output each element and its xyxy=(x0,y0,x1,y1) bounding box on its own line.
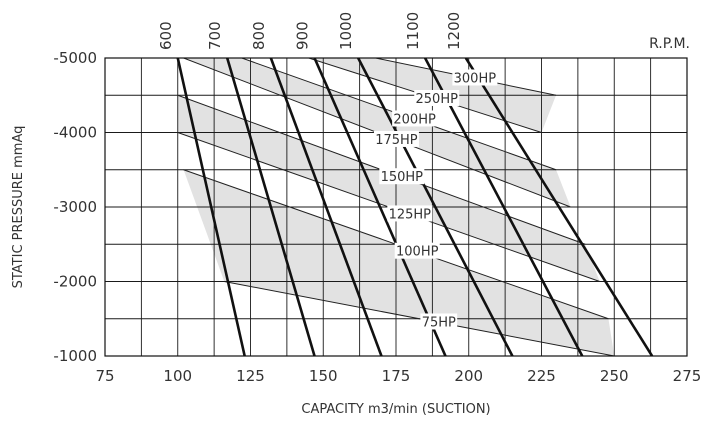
hp-label-300HP: 300HP xyxy=(454,71,497,86)
hp-label-bg xyxy=(379,168,425,185)
labels: 600 700 800 900 1000 1100 1200 75HP 100HP 125HP 15… xyxy=(53,12,701,385)
hp-label-100HP: 100HP xyxy=(396,245,439,260)
band-125HP-150HP xyxy=(177,95,600,282)
hp-label-200HP: 200HP xyxy=(393,112,436,127)
rpm-line-1100 xyxy=(423,58,584,356)
hp-label-bg xyxy=(394,242,440,259)
y-axis-title: STATIC PRESSURE mmAq xyxy=(11,126,26,289)
x-tick-label: 275 xyxy=(673,367,702,385)
x-tick-label: 200 xyxy=(454,367,483,385)
x-tick-label: 125 xyxy=(236,367,265,385)
rpm-label-600: 600 xyxy=(157,21,175,50)
rpm-line-800 xyxy=(269,58,383,356)
x-tick-label: 75 xyxy=(95,367,114,385)
hp-line-75HP xyxy=(224,281,615,356)
y-tick-label: -2000 xyxy=(53,273,97,291)
x-axis-title: CAPACITY m3/min (SUCTION) xyxy=(301,402,490,417)
x-tick-label: 250 xyxy=(600,367,629,385)
rpm-line-900 xyxy=(313,58,447,356)
hp-label-bg xyxy=(392,110,438,127)
hp-label-bg xyxy=(420,313,458,330)
hp-label-bg xyxy=(387,205,433,222)
plot-frame xyxy=(104,57,688,357)
x-tick-label: 175 xyxy=(382,367,411,385)
rpm-line-600 xyxy=(176,58,246,356)
rpm-line-1200 xyxy=(464,58,654,356)
hp-label-75HP: 75HP xyxy=(422,315,456,330)
band-75HP-100HP xyxy=(183,169,615,356)
hp-label-250HP: 250HP xyxy=(416,92,459,107)
hp-label-bg xyxy=(414,89,460,106)
y-tick-label: -3000 xyxy=(53,198,97,216)
hp-label-175HP: 175HP xyxy=(375,133,418,148)
hp-label-150HP: 150HP xyxy=(381,170,424,185)
x-tick-label: 150 xyxy=(309,367,338,385)
y-tick-label: -4000 xyxy=(53,124,97,142)
y-tick-label: -5000 xyxy=(53,49,97,67)
rpm-label-900: 900 xyxy=(294,21,312,50)
hp-label-125HP: 125HP xyxy=(389,207,432,222)
x-tick-label: 100 xyxy=(163,367,192,385)
rpm-label-1200: 1200 xyxy=(445,12,463,50)
rpm-line-700 xyxy=(225,58,316,356)
x-tick-label: 225 xyxy=(527,367,556,385)
rpm-label-800: 800 xyxy=(250,21,268,50)
rpm-label-1000: 1000 xyxy=(337,12,355,50)
rpm-line-1000 xyxy=(357,58,514,356)
hp-label-bg xyxy=(373,130,419,147)
rpm-label-700: 700 xyxy=(206,21,224,50)
hp-label-bg xyxy=(452,69,498,86)
y-tick-label: -1000 xyxy=(53,347,97,365)
rpm-unit-label: R.P.M. xyxy=(649,36,690,52)
rpm-label-1100: 1100 xyxy=(404,12,422,50)
rpm-lines xyxy=(176,58,654,356)
